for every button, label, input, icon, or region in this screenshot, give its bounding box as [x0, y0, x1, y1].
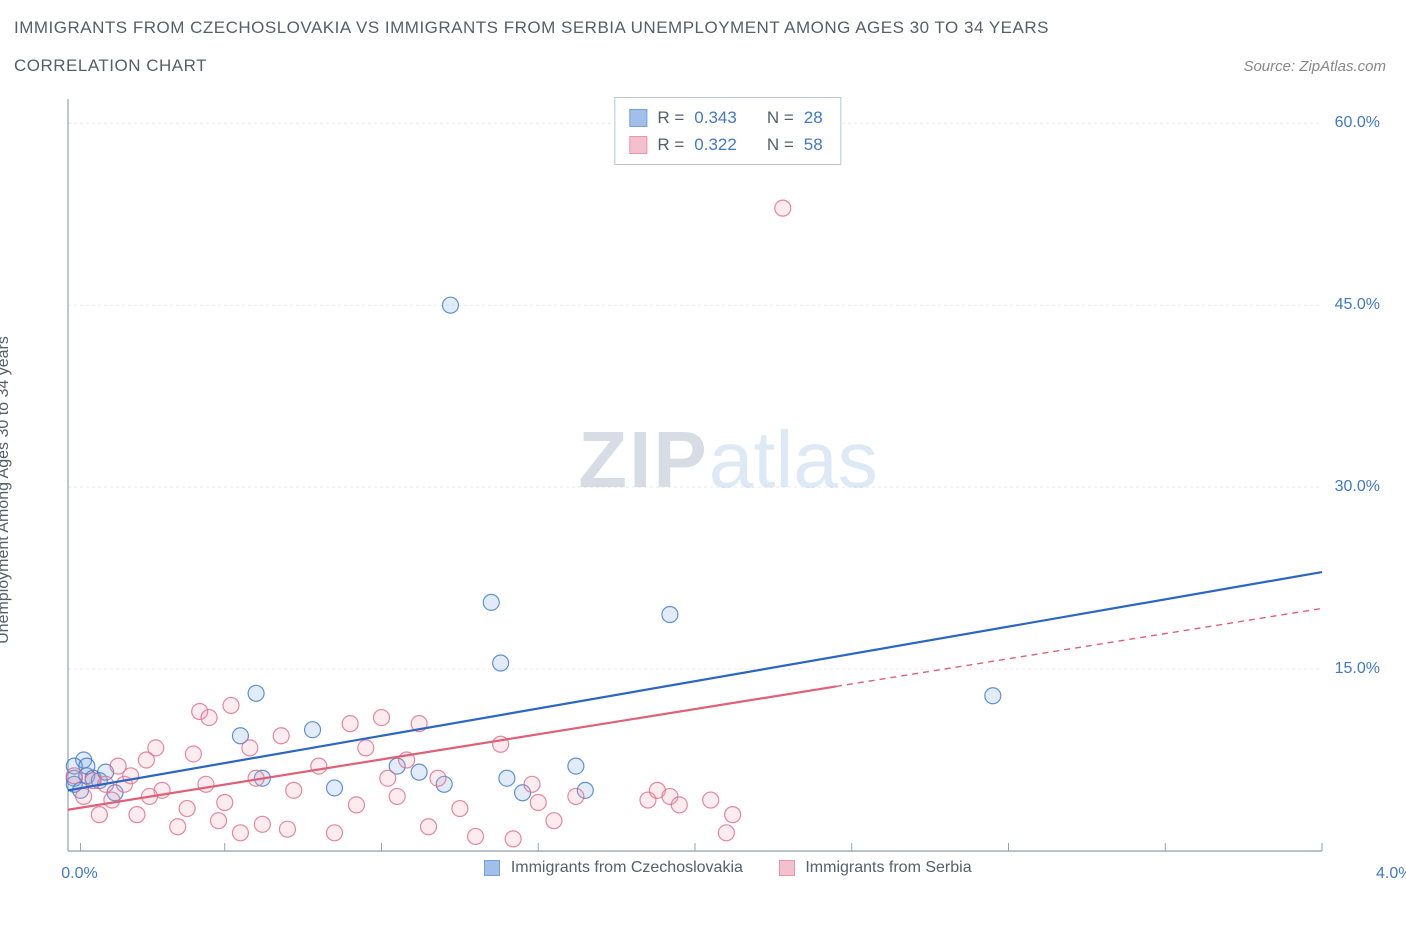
chart-title: IMMIGRANTS FROM CZECHOSLOVAKIA VS IMMIGR… [14, 18, 1386, 38]
stats-r-value: 0.343 [694, 104, 737, 131]
stats-r-label: R = [657, 131, 684, 158]
plot-region: ZIPatlas R =0.343N =28R =0.322N =58 15.0… [64, 95, 1392, 855]
legend-swatch [484, 860, 500, 876]
stats-swatch [629, 109, 647, 127]
source-attribution: Source: ZipAtlas.com [1243, 58, 1386, 75]
stats-r-value: 0.322 [694, 131, 737, 158]
stats-row: R = 0.322 N = 58 [629, 131, 822, 158]
y-tick-label: 60.0% [1335, 114, 1380, 132]
subtitle-row: CORRELATION CHART Source: ZipAtlas.com [14, 56, 1386, 76]
stats-n-value: 28 [804, 104, 823, 131]
y-tick-label: 45.0% [1335, 296, 1380, 314]
stats-row: R = 0.343 N = 28 [629, 104, 822, 131]
stats-r-label: R = [657, 104, 684, 131]
chart-area: Unemployment Among Ages 30 to 34 years Z… [14, 95, 1392, 885]
stats-swatch [629, 136, 647, 154]
stats-n-label: N = [767, 104, 794, 131]
legend-item: Immigrants from Czechoslovakia [484, 859, 743, 877]
legend-item: Immigrants from Serbia [779, 859, 972, 877]
chart-subtitle: CORRELATION CHART [14, 56, 207, 76]
stats-n-value: 58 [804, 131, 823, 158]
y-axis-label: Unemployment Among Ages 30 to 34 years [0, 336, 13, 644]
stats-n-label: N = [767, 131, 794, 158]
correlation-stats-box: R = 0.343 N = 28 R = 0.322 N = 58 [614, 97, 841, 165]
title-block: IMMIGRANTS FROM CZECHOSLOVAKIA VS IMMIGR… [14, 18, 1386, 76]
legend-label: Immigrants from Serbia [801, 859, 972, 876]
legend-swatch [779, 860, 795, 876]
y-tick-label: 15.0% [1335, 660, 1380, 678]
scatter-svg [64, 95, 1392, 855]
legend-label: Immigrants from Czechoslovakia [506, 859, 743, 876]
y-tick-label: 30.0% [1335, 478, 1380, 496]
series-legend: Immigrants from Czechoslovakia Immigrant… [64, 859, 1392, 889]
